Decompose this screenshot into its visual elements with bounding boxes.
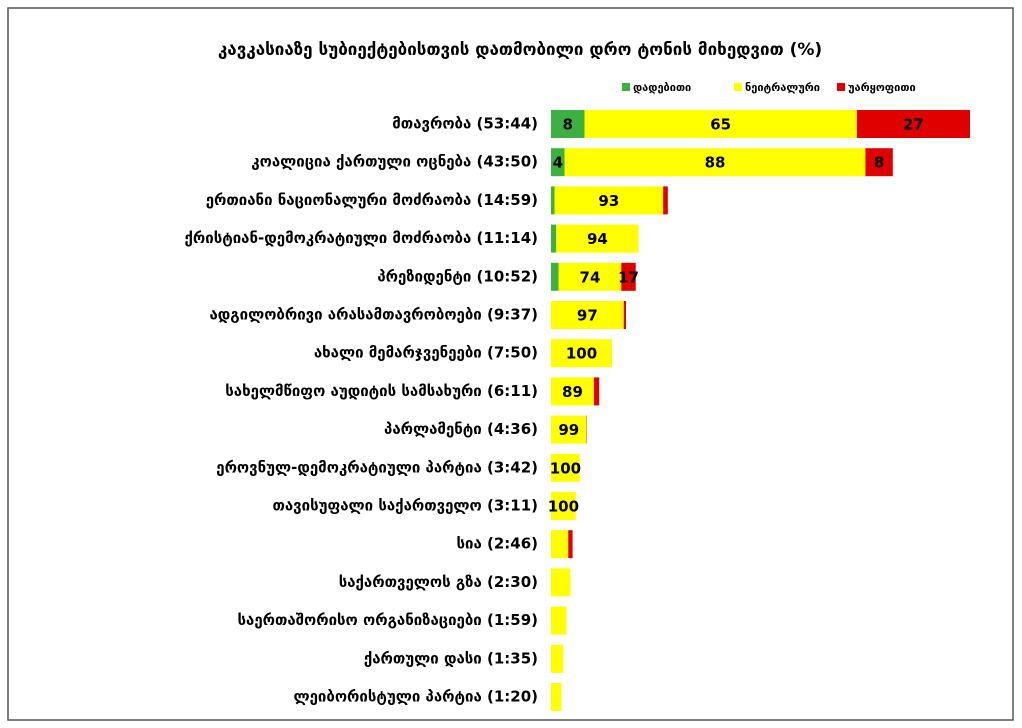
bar-segment [623,301,626,329]
bar-segment [551,568,571,597]
bar-segment [564,148,866,177]
category-label: პრეზიდენტი (10:52) [377,267,538,285]
value-label: 94 [587,230,608,248]
category-label: ქართული დასი (1:35) [364,649,538,667]
value-label: 93 [598,192,619,210]
bar-segment [551,453,580,482]
category-label: ლეიბორისტული პარტია (1:20) [293,688,538,706]
value-label: 8 [874,154,884,172]
bar-segment [551,644,564,673]
category-label: სია (2:46) [456,535,538,553]
bar-segment [558,262,622,291]
bar-segment [551,339,613,368]
category-label: ახალი მემარჯვენეები (7:50) [314,344,538,362]
bar-segment [551,262,559,291]
chart-title: კავკასიაზე სუბიექტებისთვის დათმობილი დრო… [218,40,822,60]
value-label: 4 [553,154,563,172]
legend-swatch [622,83,630,91]
value-label: 100 [566,345,597,363]
value-label: 97 [577,307,598,325]
bar-segment [584,110,857,138]
category-label: ქრისტიან-დემოკრატიული მოძრაობა (11:14) [185,229,539,247]
value-label: 27 [903,116,924,134]
bar-segment [554,186,664,215]
category-label: მთავრობა (53:44) [392,115,538,133]
value-label: 100 [548,498,579,516]
legend-swatch [734,83,742,91]
category-label: ერთიანი ნაციონალური მოძრაობა (14:59) [206,191,538,209]
bar-segment [593,377,600,406]
category-label: ეროვნულ-დემოკრატიული პარტია (3:42) [216,458,538,476]
bar-segment [856,110,970,138]
value-label: 17 [618,268,639,286]
bar-segment [551,530,569,559]
value-label: 65 [710,116,731,134]
legend-label: უარყოფითი [848,81,916,94]
bar-segment [551,148,565,177]
category-label: კოალიცია ქართული ოცნება (43:50) [251,153,538,171]
bar-segment [551,492,576,520]
bar-segment [621,262,636,291]
value-label: 74 [580,268,601,286]
legend-swatch [837,83,845,91]
category-label: პარლამენტი (4:36) [384,420,538,438]
value-label: 88 [705,154,726,172]
category-label: თავისუფალი საქართველო (3:11) [272,497,538,515]
bar-segment [551,377,594,406]
bar-segment [551,224,557,253]
bar-segment [551,186,555,215]
bar-segment [551,683,562,711]
category-label: საერთაშორისო ორგანიზაციები (1:59) [238,611,539,629]
category-label: სახელმწიფო აუდიტის სამსახური (6:11) [225,382,538,400]
value-label: 100 [550,459,581,477]
category-label: საქართველოს გზა (2:30) [339,573,538,591]
value-label: 99 [558,421,579,439]
bar-segment [551,606,567,635]
bar-segment [551,415,587,444]
value-label: 8 [563,116,573,134]
value-label: 89 [562,383,583,401]
bar-segment [556,224,639,253]
category-label: ადგილობრივი არასამთავრობოები (9:37) [209,306,538,324]
bar-segment [551,110,585,138]
bar-segment [865,148,893,177]
bar-segment [663,186,668,215]
legend-label: ნეიტრალური [745,81,820,94]
bar-segment [551,301,624,329]
bar-segment [568,530,573,559]
legend-label: დადებითი [633,81,691,94]
